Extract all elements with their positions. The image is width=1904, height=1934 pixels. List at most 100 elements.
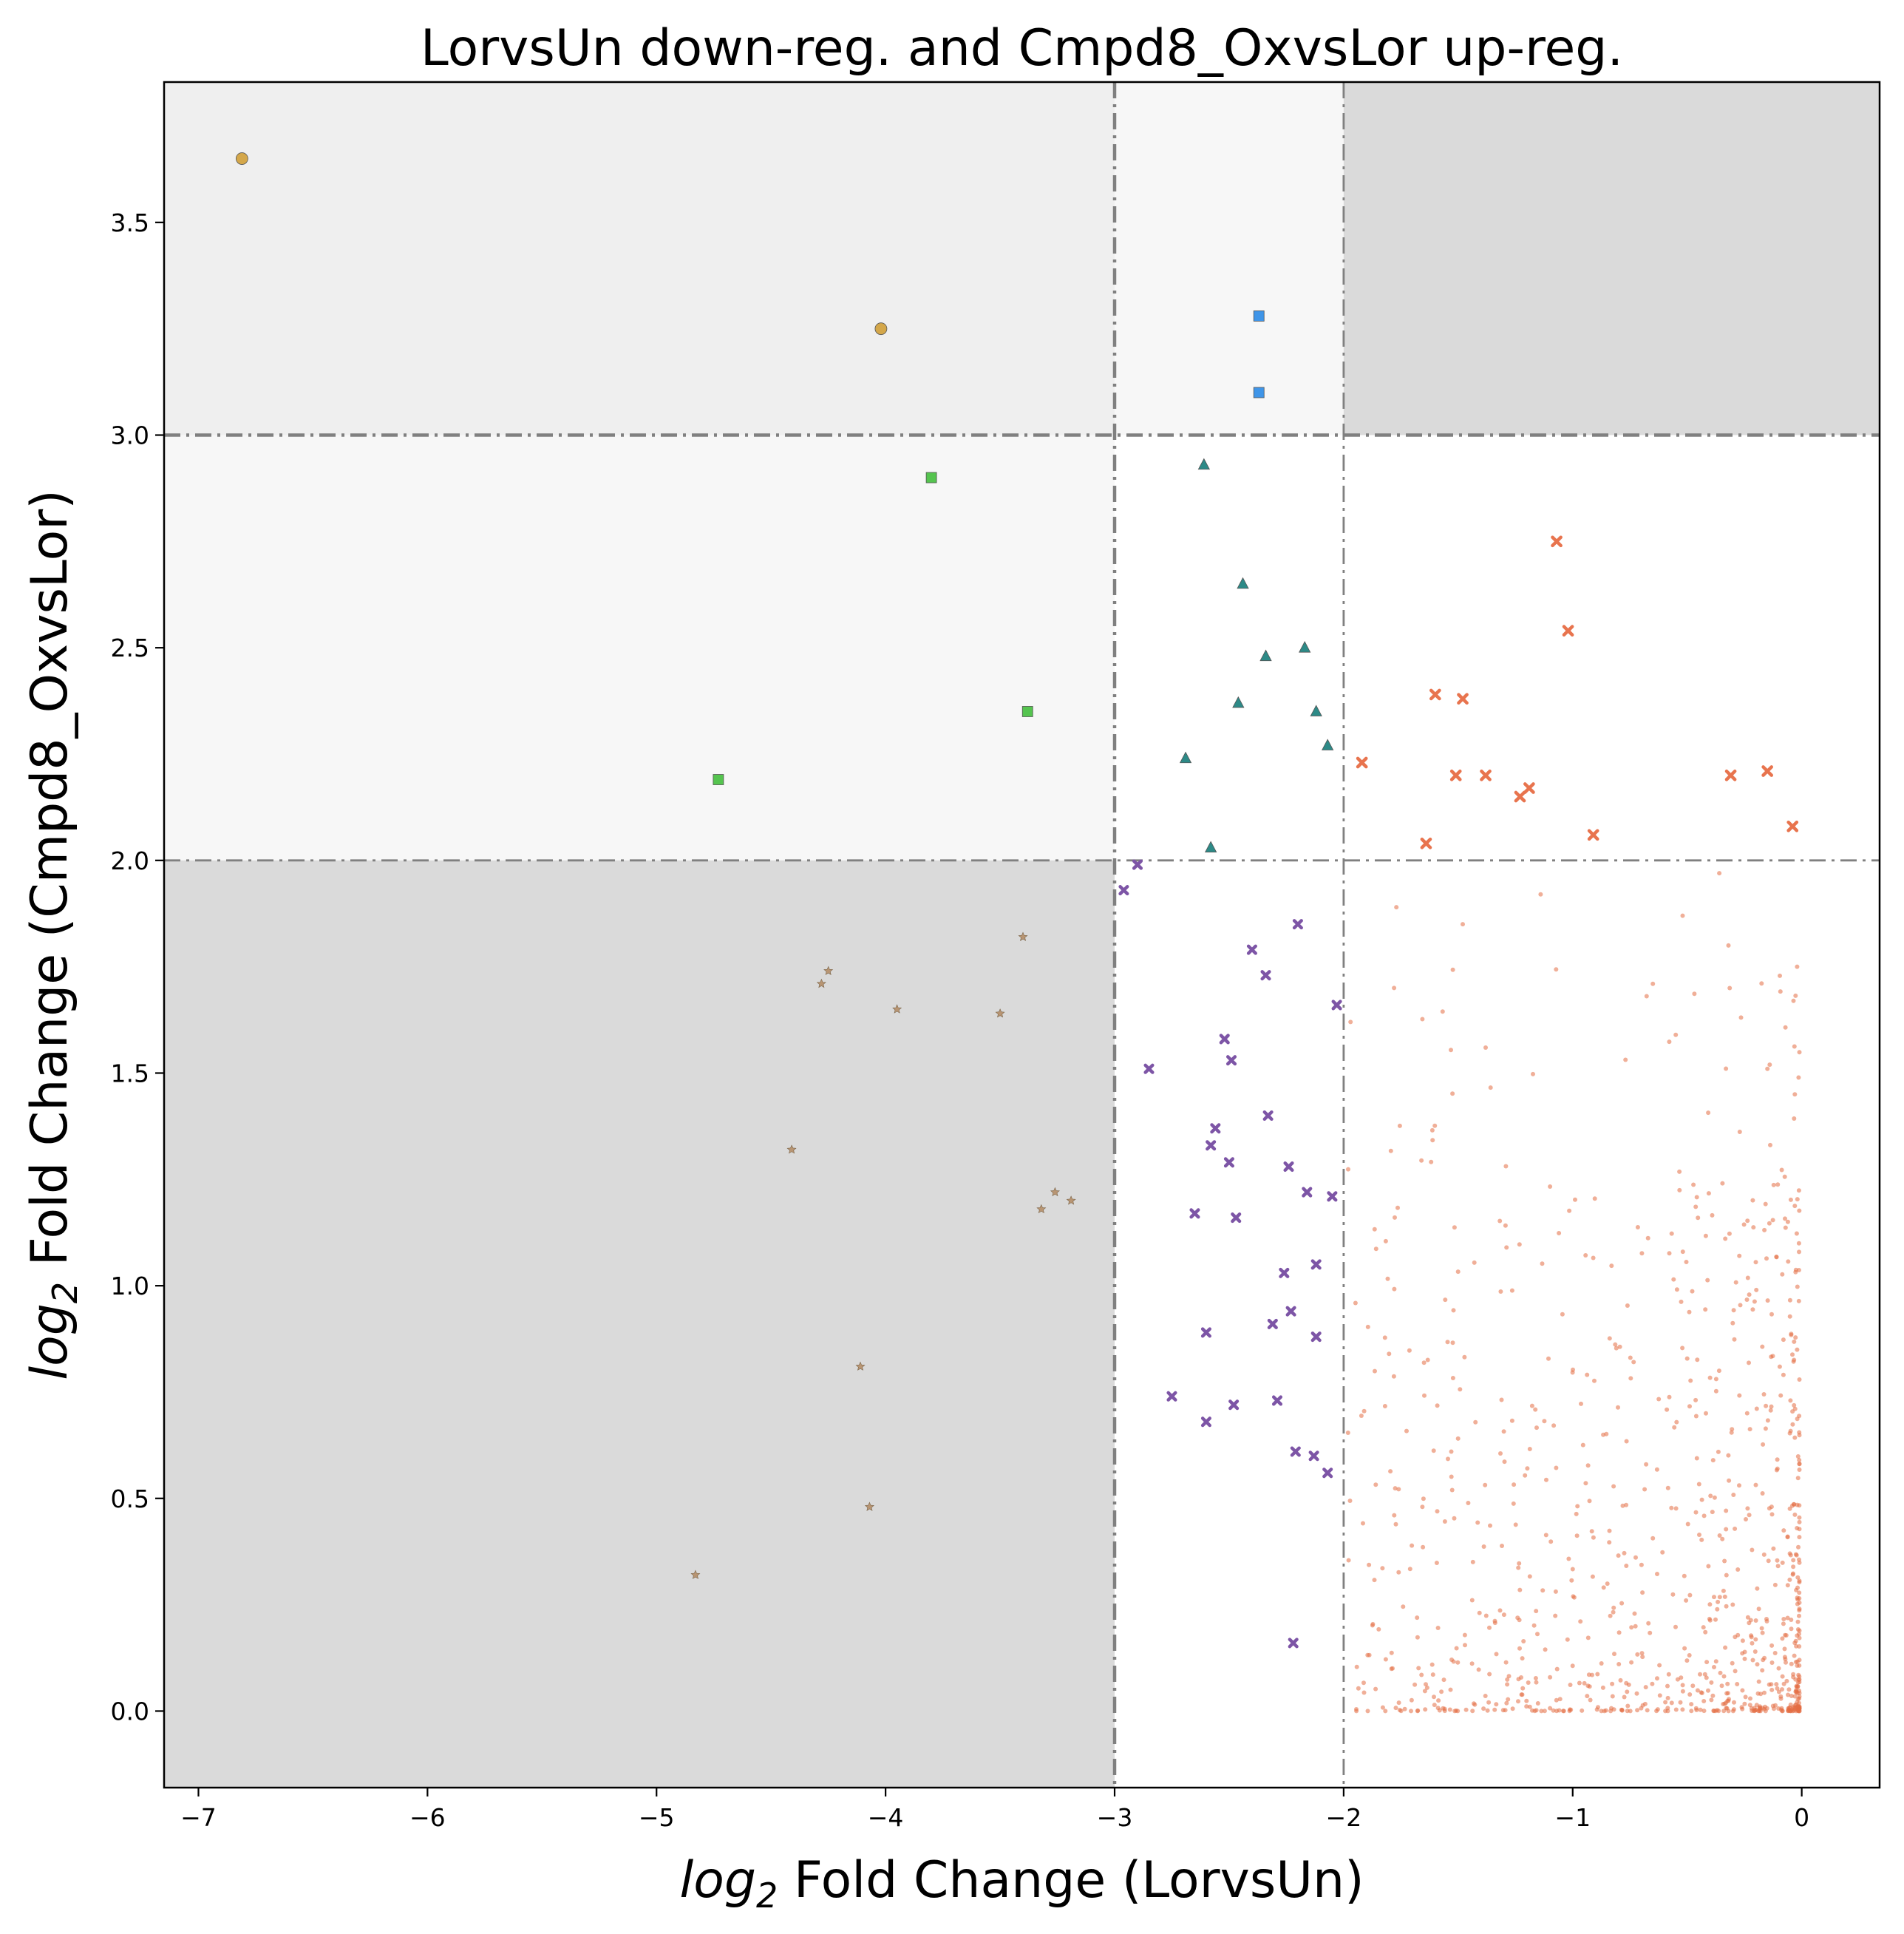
- background-point: [1657, 1693, 1662, 1698]
- background-point: [1797, 1249, 1801, 1255]
- background-point: [1429, 1127, 1435, 1133]
- background-point: [1487, 1625, 1492, 1630]
- background-point: [1797, 1535, 1802, 1540]
- background-point: [1483, 1045, 1488, 1050]
- background-point: [1684, 1260, 1689, 1264]
- background-point: [1796, 1677, 1801, 1682]
- background-point: [1673, 1506, 1679, 1511]
- background-point: [1419, 1672, 1424, 1677]
- background-point: [1409, 1697, 1414, 1703]
- background-point: [1618, 1677, 1623, 1683]
- background-point: [1385, 1276, 1390, 1281]
- background-point: [1612, 1652, 1616, 1657]
- background-point: [1666, 1672, 1671, 1677]
- background-point: [1717, 871, 1722, 876]
- background-point: [1677, 1187, 1682, 1192]
- background-point: [1588, 1697, 1593, 1703]
- background-point: [1425, 1357, 1430, 1363]
- background-point: [1792, 1435, 1798, 1440]
- background-point: [1540, 1588, 1546, 1593]
- data-point-6-4: [995, 1008, 1005, 1018]
- background-point: [1447, 1707, 1452, 1712]
- background-point: [1796, 1298, 1801, 1303]
- background-point: [1747, 1427, 1752, 1432]
- background-point: [1763, 1704, 1767, 1709]
- background-point: [1684, 1598, 1689, 1603]
- y-tick-label: 0.5: [111, 1485, 149, 1513]
- background-point: [1774, 1468, 1779, 1473]
- background-point: [1730, 1660, 1735, 1666]
- background-point: [1747, 1360, 1751, 1365]
- background-point: [1710, 1212, 1715, 1218]
- background-point: [1770, 1218, 1775, 1223]
- background-point: [1624, 1439, 1629, 1444]
- background-point: [1781, 1681, 1786, 1686]
- background-point: [1754, 1406, 1759, 1411]
- background-point: [1750, 1198, 1755, 1203]
- data-point-5-10: [1210, 1123, 1221, 1134]
- background-point: [1502, 1459, 1507, 1465]
- background-point: [1769, 1643, 1775, 1648]
- data-point-5-27: [1200, 1416, 1211, 1428]
- background-point: [1442, 1519, 1447, 1524]
- background-point: [1688, 1378, 1693, 1383]
- background-point: [1732, 1700, 1736, 1705]
- background-point: [1713, 1388, 1718, 1394]
- background-point: [1693, 1397, 1699, 1402]
- background-point: [1575, 1504, 1580, 1509]
- data-point-5-30: [1322, 1468, 1333, 1479]
- background-point: [1788, 1428, 1793, 1433]
- background-point: [1513, 1522, 1518, 1527]
- background-point: [1648, 1630, 1653, 1635]
- background-point: [1506, 1697, 1511, 1702]
- background-point: [1709, 1680, 1714, 1685]
- background-point: [1380, 1566, 1385, 1571]
- background-point: [1663, 1709, 1668, 1714]
- background-point: [1354, 1664, 1359, 1669]
- background-point: [1632, 1611, 1637, 1616]
- background-point: [1733, 1635, 1738, 1640]
- background-point: [1539, 1709, 1544, 1714]
- background-point: [1553, 1589, 1558, 1594]
- background-point: [1407, 1567, 1412, 1572]
- data-point-2-0: [925, 472, 937, 484]
- background-point: [1767, 1062, 1772, 1068]
- background-point: [1519, 1692, 1524, 1697]
- background-point: [1708, 1493, 1713, 1499]
- background-point: [1554, 1666, 1560, 1672]
- background-point: [1710, 1458, 1716, 1463]
- background-point: [1628, 1709, 1633, 1714]
- background-point: [1717, 1595, 1722, 1600]
- background-point: [1783, 1632, 1788, 1638]
- background-point: [1423, 1707, 1428, 1712]
- background-point: [1449, 1048, 1453, 1053]
- data-point-6-0: [1018, 932, 1028, 941]
- background-point: [1735, 1567, 1741, 1572]
- background-point: [1771, 1546, 1776, 1551]
- background-point: [1775, 1182, 1781, 1187]
- background-point: [1670, 1592, 1676, 1597]
- background-point: [1793, 1638, 1798, 1643]
- data-point-4-7: [1523, 782, 1535, 794]
- data-point-6-2: [816, 978, 826, 988]
- background-point: [1674, 1419, 1679, 1425]
- data-point-5-9: [1262, 1110, 1274, 1122]
- background-point: [1781, 1621, 1786, 1626]
- background-point: [1586, 1672, 1591, 1677]
- background-point: [1395, 1205, 1400, 1210]
- background-point: [1744, 1297, 1750, 1302]
- background-point: [1797, 1557, 1801, 1562]
- background-point: [1721, 1674, 1727, 1679]
- background-point: [1747, 1621, 1752, 1626]
- background-point: [1787, 1297, 1792, 1303]
- background-point: [1716, 1449, 1721, 1454]
- background-point: [1742, 1656, 1747, 1661]
- data-point-5-13: [1283, 1161, 1294, 1173]
- background-point: [1531, 1623, 1537, 1628]
- background-point: [1706, 1110, 1711, 1116]
- background-point: [1503, 1660, 1509, 1665]
- background-point: [1548, 1706, 1553, 1711]
- background-point: [1639, 1651, 1645, 1656]
- background-point: [1789, 1331, 1794, 1337]
- background-point: [1712, 1665, 1716, 1669]
